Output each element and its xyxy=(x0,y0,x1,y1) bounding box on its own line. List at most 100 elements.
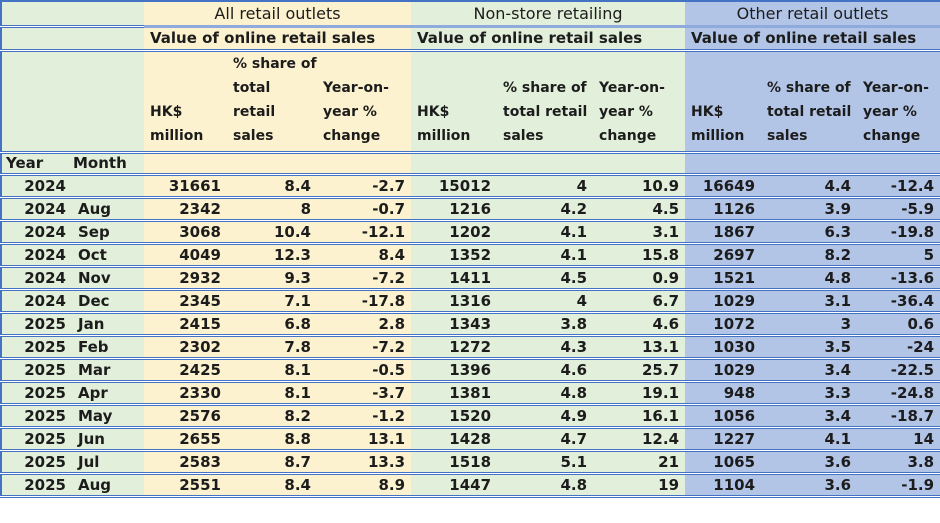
value-cell: 15.8 xyxy=(593,243,686,268)
value-cell: 2.8 xyxy=(317,312,412,337)
value-cell: -24 xyxy=(857,335,940,360)
value-cell: 1381 xyxy=(411,381,498,406)
value-cell: -0.5 xyxy=(317,358,412,383)
value-cell: 1867 xyxy=(685,220,762,245)
value-cell: 1518 xyxy=(411,450,498,475)
month-cell: May xyxy=(69,404,144,429)
value-cell: 1520 xyxy=(411,404,498,429)
value-cell: 4049 xyxy=(144,243,227,268)
col-header-hk-million: HK$ million xyxy=(685,50,762,154)
value-cell: 1396 xyxy=(411,358,498,383)
empty-cell xyxy=(144,152,412,176)
value-cell: 2302 xyxy=(144,335,227,360)
value-cell: 7.8 xyxy=(227,335,317,360)
year-cell: 2025 xyxy=(1,381,69,406)
value-cell: -7.2 xyxy=(317,266,412,291)
value-cell: 8.1 xyxy=(227,381,317,406)
month-cell: Aug xyxy=(69,197,144,222)
table-row: 2024 31661 8.4 -2.7 15012 4 10.9 16649 4.4 -12.4 xyxy=(1,174,940,199)
measure-header-row: HK$ million % share of total retail sale… xyxy=(1,50,940,154)
year-cell: 2025 xyxy=(1,335,69,360)
col-header-yoy: Year-on- year % change xyxy=(593,50,686,154)
value-cell: -17.8 xyxy=(317,289,412,314)
value-cell: 5 xyxy=(857,243,940,268)
value-cell: 5.1 xyxy=(497,450,594,475)
value-cell: 4.1 xyxy=(497,220,594,245)
col-header-share: % share of total retail sales xyxy=(761,50,858,154)
table-row: 2025 Jan 2415 6.8 2.8 1343 3.8 4.6 1072 3 0.6 xyxy=(1,312,940,337)
value-cell: 4.8 xyxy=(497,473,594,498)
month-cell: Jun xyxy=(69,427,144,452)
table-row: 2025 May 2576 8.2 -1.2 1520 4.9 16.1 1056 3.4 -18.… xyxy=(1,404,940,429)
year-cell: 2025 xyxy=(1,312,69,337)
value-cell: 3068 xyxy=(144,220,227,245)
value-cell: 4.4 xyxy=(761,174,858,199)
value-cell: 4.7 xyxy=(497,427,594,452)
value-cell: 3.8 xyxy=(857,450,940,475)
value-cell: 4.6 xyxy=(593,312,686,337)
value-cell: 8.1 xyxy=(227,358,317,383)
value-cell: 12.4 xyxy=(593,427,686,452)
table-row: 2024 Sep 3068 10.4 -12.1 1202 4.1 3.1 1867 6.3 -19… xyxy=(1,220,940,245)
month-column-label: Month xyxy=(69,152,144,176)
year-cell: 2024 xyxy=(1,197,69,222)
value-cell: 1065 xyxy=(685,450,762,475)
value-cell: 8.2 xyxy=(227,404,317,429)
value-cell: -36.4 xyxy=(857,289,940,314)
value-cell: 3 xyxy=(761,312,858,337)
table-body: 2024 31661 8.4 -2.7 15012 4 10.9 16649 4.4 -12.4 2… xyxy=(1,174,940,498)
table-row: 2025 Feb 2302 7.8 -7.2 1272 4.3 13.1 1030 3.5 -24 xyxy=(1,335,940,360)
year-month-label-row: Year Month xyxy=(1,152,940,176)
value-cell: 3.9 xyxy=(761,197,858,222)
year-cell: 2025 xyxy=(1,427,69,452)
table-row: 2025 Apr 2330 8.1 -3.7 1381 4.8 19.1 948 3.3 -24.8 xyxy=(1,381,940,406)
value-cell: 1030 xyxy=(685,335,762,360)
value-cell: -0.7 xyxy=(317,197,412,222)
value-cell: 6.8 xyxy=(227,312,317,337)
value-cell: 1521 xyxy=(685,266,762,291)
value-cell: -1.2 xyxy=(317,404,412,429)
value-cell: 8.4 xyxy=(317,243,412,268)
value-cell: 8.4 xyxy=(227,174,317,199)
year-cell: 2024 xyxy=(1,174,69,199)
value-cell: 10.9 xyxy=(593,174,686,199)
value-cell: 0.6 xyxy=(857,312,940,337)
value-cell: 3.4 xyxy=(761,358,858,383)
group-header-all-retail-outlets: All retail outlets xyxy=(144,1,412,28)
month-cell: Feb xyxy=(69,335,144,360)
year-column-label: Year xyxy=(1,152,69,176)
value-cell: 19 xyxy=(593,473,686,498)
table-header: All retail outlets Non-store retailing O… xyxy=(1,1,940,176)
value-cell: 1072 xyxy=(685,312,762,337)
value-cell: 1447 xyxy=(411,473,498,498)
value-cell: 4.8 xyxy=(761,266,858,291)
value-cell: 4 xyxy=(497,289,594,314)
value-cell: 1056 xyxy=(685,404,762,429)
value-cell: -13.6 xyxy=(857,266,940,291)
month-cell: Dec xyxy=(69,289,144,314)
value-cell: -12.4 xyxy=(857,174,940,199)
col-header-hk-million: HK$ million xyxy=(411,50,498,154)
table-row: 2025 Mar 2425 8.1 -0.5 1396 4.6 25.7 1029 3.4 -22.… xyxy=(1,358,940,383)
table-row: 2024 Nov 2932 9.3 -7.2 1411 4.5 0.9 1521 4.8 -13.6 xyxy=(1,266,940,291)
value-cell: 15012 xyxy=(411,174,498,199)
col-header-share: % share of total retail sales xyxy=(227,50,317,154)
table-row: 2025 Aug 2551 8.4 8.9 1447 4.8 19 1104 3.6 -1.9 xyxy=(1,473,940,498)
table-row: 2024 Oct 4049 12.3 8.4 1352 4.1 15.8 2697 8.2 5 xyxy=(1,243,940,268)
value-cell: -22.5 xyxy=(857,358,940,383)
value-cell: 1343 xyxy=(411,312,498,337)
table-row: 2024 Aug 2342 8 -0.7 1216 4.2 4.5 1126 3.9 -5.9 xyxy=(1,197,940,222)
value-cell: 19.1 xyxy=(593,381,686,406)
month-cell: Mar xyxy=(69,358,144,383)
value-cell: -24.8 xyxy=(857,381,940,406)
year-cell: 2024 xyxy=(1,289,69,314)
empty-cell xyxy=(685,152,940,176)
value-cell: 2932 xyxy=(144,266,227,291)
value-cell: 3.6 xyxy=(761,473,858,498)
value-cell: 2345 xyxy=(144,289,227,314)
value-cell: 14 xyxy=(857,427,940,452)
value-cell: 4.5 xyxy=(593,197,686,222)
year-cell: 2024 xyxy=(1,266,69,291)
table-row: 2024 Dec 2345 7.1 -17.8 1316 4 6.7 1029 3.1 -36.4 xyxy=(1,289,940,314)
value-cell: -12.1 xyxy=(317,220,412,245)
